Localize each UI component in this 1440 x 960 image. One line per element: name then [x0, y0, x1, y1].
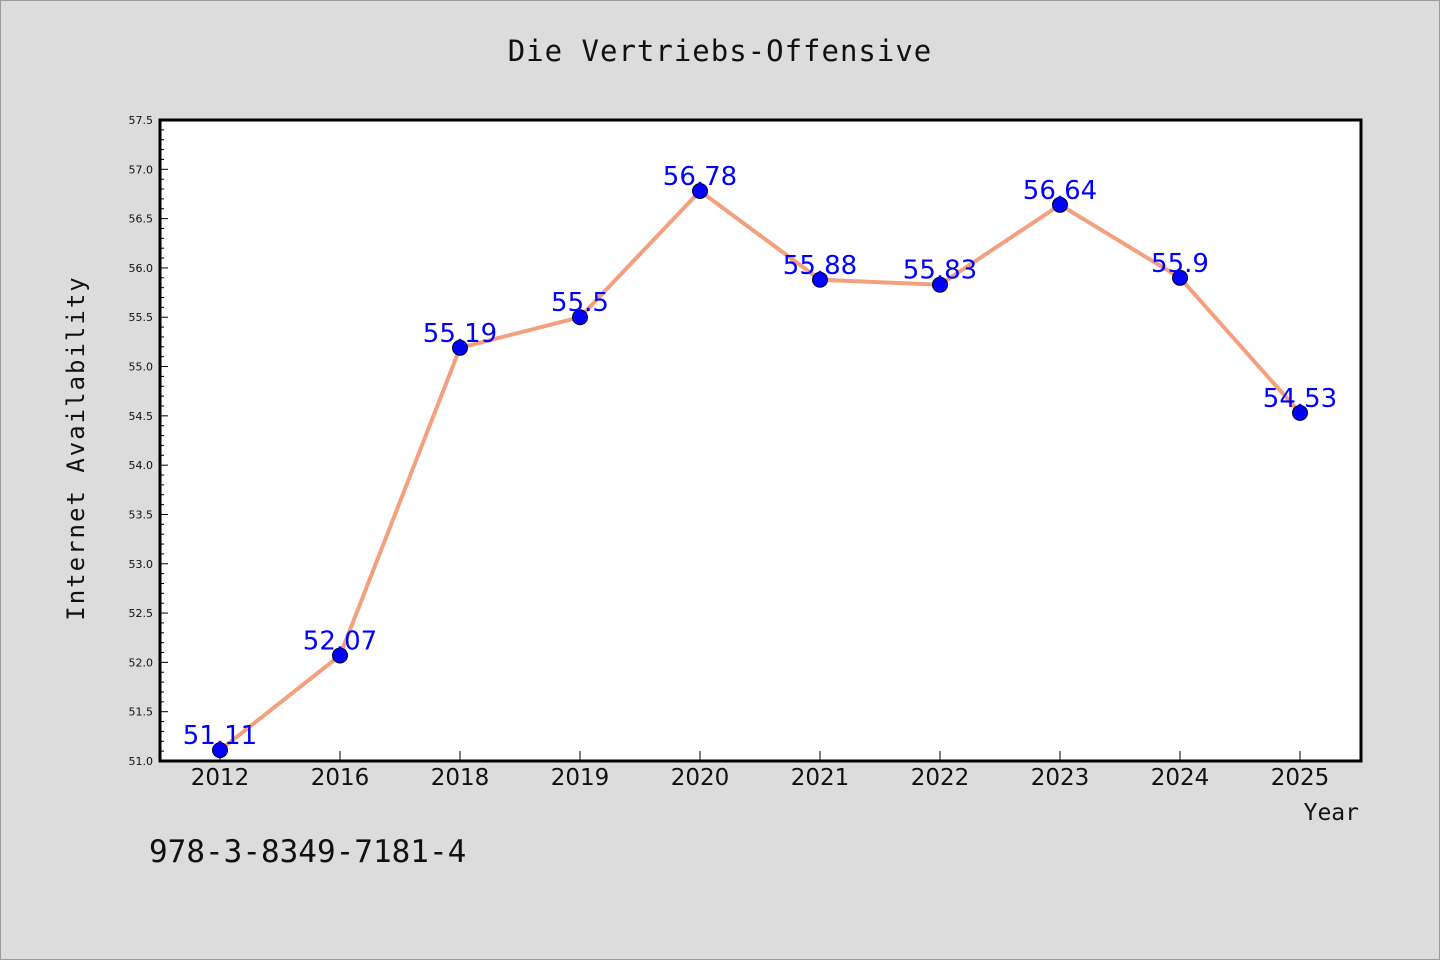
data-point — [812, 271, 828, 288]
series-line — [218, 189, 1302, 753]
x-tick-label: 2018 — [431, 765, 490, 791]
x-tick-label: 2021 — [791, 765, 850, 791]
x-tick-label: 2019 — [551, 765, 610, 791]
x-axis: 2012 2016 2018 2019 2020 2021 2022 2023 2024 2025 — [191, 751, 1330, 791]
y-tick-label: 51.0 — [129, 755, 154, 768]
data-label: 56.64 — [1023, 176, 1097, 206]
data-label: 55.19 — [423, 319, 497, 349]
y-tick-label: 53.0 — [129, 558, 154, 571]
data-point — [212, 742, 228, 759]
y-tick-label: 54.0 — [129, 459, 154, 472]
plot-area — [158, 118, 1363, 763]
y-tick-label: 51.5 — [129, 706, 154, 719]
data-point — [1052, 196, 1068, 213]
data-label: 54.53 — [1263, 384, 1337, 414]
data-label: 55.9 — [1151, 249, 1209, 279]
x-tick-label: 2024 — [1151, 765, 1210, 791]
isbn-label: 978-3-8349-7181-4 — [149, 834, 467, 870]
x-tick-label: 2022 — [911, 765, 970, 791]
y-tick-label: 57.0 — [129, 163, 154, 176]
x-tick-label: 2016 — [311, 765, 370, 791]
data-point — [452, 339, 468, 356]
data-point — [1172, 269, 1188, 286]
y-tick-label: 56.0 — [129, 262, 154, 275]
y-axis: 51.0 51.5 52.0 52.5 53.0 53.5 54.0 54.5 55.0 55.5… — [129, 114, 168, 768]
y-tick-label: 55.0 — [129, 361, 154, 374]
data-point — [332, 647, 348, 664]
data-label: 56.78 — [663, 162, 737, 192]
chart-title: Die Vertriebs-Offensive — [507, 34, 933, 68]
data-labels: 51.11 52.07 55.19 55.5 56.78 55.88 55.83 56.64 5… — [183, 162, 1337, 751]
x-tick-label: 2020 — [671, 765, 730, 791]
y-tick-label: 54.5 — [129, 410, 154, 423]
data-label: 51.11 — [183, 721, 257, 751]
data-point — [692, 183, 708, 200]
x-axis-label: Year — [1304, 800, 1359, 826]
data-points — [212, 183, 1308, 759]
data-point — [932, 276, 948, 293]
y-tick-label: 52.5 — [129, 607, 154, 620]
y-tick-label: 56.5 — [129, 213, 154, 226]
x-tick-label: 2012 — [191, 765, 250, 791]
y-tick-label: 55.5 — [129, 311, 154, 324]
data-point — [1292, 404, 1308, 421]
data-label: 52.07 — [303, 626, 377, 656]
x-tick-label: 2025 — [1271, 765, 1330, 791]
data-label: 55.5 — [551, 288, 609, 318]
y-tick-label: 52.0 — [129, 656, 154, 669]
x-tick-label: 2023 — [1031, 765, 1090, 791]
data-label: 55.83 — [903, 256, 977, 286]
y-tick-label: 53.5 — [129, 508, 154, 521]
data-point — [572, 309, 588, 326]
data-label: 55.88 — [783, 251, 857, 281]
series-line-group — [218, 189, 1302, 753]
y-axis-label: Internet Availability — [62, 275, 90, 620]
y-tick-label: 57.5 — [129, 114, 154, 127]
